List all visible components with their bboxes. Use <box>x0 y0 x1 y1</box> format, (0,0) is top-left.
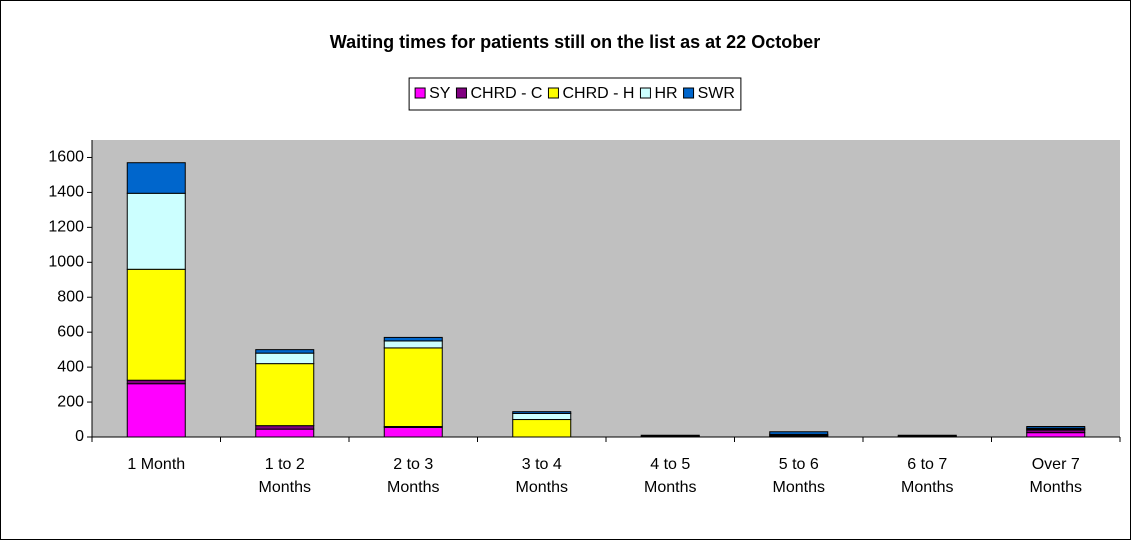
bar-segment <box>126 383 186 438</box>
bar-segment <box>255 363 315 427</box>
bar-segment <box>640 434 700 437</box>
bar-segment <box>383 347 443 428</box>
bar-segment <box>126 162 186 194</box>
bar-segment <box>512 411 572 414</box>
bar-segment <box>255 349 315 354</box>
bar-segment <box>126 268 186 381</box>
bar-segment <box>383 336 443 342</box>
y-tick-label: 200 <box>57 393 84 410</box>
legend-swatch <box>455 87 467 99</box>
legend-swatch <box>414 87 426 99</box>
legend-label: CHRD - H <box>562 85 634 102</box>
chart-title: Waiting times for patients still on the … <box>330 32 820 52</box>
legend-label: SY <box>429 85 451 102</box>
x-tick-label: 1 Month <box>127 456 185 473</box>
x-tick-label: 6 to 7 Months <box>901 456 953 496</box>
bar-segment <box>126 192 186 270</box>
legend-label: SWR <box>698 85 735 102</box>
legend-label: HR <box>654 85 677 102</box>
x-tick-label: 4 to 5 Months <box>644 456 696 496</box>
bar-segment <box>383 340 443 349</box>
x-tick-label: 2 to 3 Months <box>387 456 439 496</box>
bar-segment <box>769 431 829 435</box>
x-tick-label: 5 to 6 Months <box>773 456 825 496</box>
bar-segment <box>897 434 957 437</box>
y-tick-label: 1200 <box>48 219 84 236</box>
plot-area <box>92 140 1120 437</box>
bar-segment <box>512 412 572 421</box>
legend-swatch <box>639 87 651 99</box>
y-tick-label: 600 <box>57 323 84 340</box>
legend-swatch <box>547 87 559 99</box>
bar-segment <box>126 379 186 385</box>
y-tick-label: 800 <box>57 288 84 305</box>
y-tick-label: 0 <box>75 428 84 445</box>
bar-segment <box>255 352 315 365</box>
bar-segment <box>383 426 443 438</box>
bar-segment <box>512 419 572 438</box>
y-tick-label: 1400 <box>48 184 84 201</box>
bar-segment <box>255 428 315 438</box>
x-tick-label: 3 to 4 Months <box>516 456 568 496</box>
y-tick-label: 1000 <box>48 254 84 271</box>
legend-swatch <box>683 87 695 99</box>
x-tick-label: Over 7 Months <box>1030 456 1082 496</box>
legend-label: CHRD - C <box>470 85 542 102</box>
bar-segment <box>1026 432 1086 438</box>
x-tick-label: 1 to 2 Months <box>259 456 311 496</box>
bar-segment <box>1026 426 1086 429</box>
y-tick-label: 400 <box>57 358 84 375</box>
y-tick-label: 1600 <box>48 149 84 166</box>
bar-segment <box>255 425 315 430</box>
